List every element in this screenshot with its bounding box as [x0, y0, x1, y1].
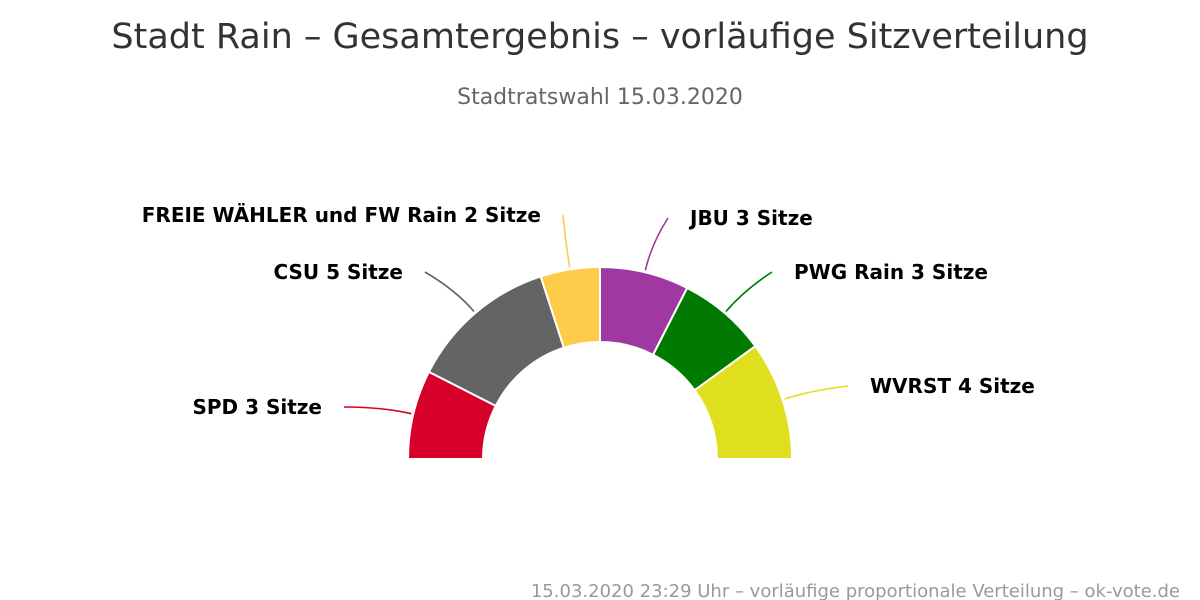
label-2: CSU 5 Sitze: [273, 260, 403, 284]
connector-1: [343, 406, 412, 415]
label-1: SPD 3 Sitze: [192, 395, 322, 419]
connector-2: [424, 271, 475, 312]
chart-title: Stadt Rain – Gesamtergebnis – vorläufige…: [111, 17, 1088, 57]
label-3: FREIE WÄHLER und FW Rain 2 Sitze: [142, 203, 541, 227]
slices-group: [407, 266, 793, 460]
connector-6: [784, 385, 849, 400]
connector-4: [644, 217, 669, 271]
labels-group: SPD 3 Sitze CSU 5 Sitze FREIE WÄHLER und F…: [142, 203, 1035, 419]
label-6: WVRST 4 Sitze: [870, 374, 1035, 398]
connectors-group: [343, 214, 849, 415]
connector-3: [562, 214, 571, 268]
connector-5: [725, 271, 773, 312]
label-4: JBU 3 Sitze: [688, 206, 813, 230]
chart-subtitle: Stadtratswahl 15.03.2020: [457, 85, 743, 110]
slice-6[interactable]: [693, 345, 793, 460]
label-5: PWG Rain 3 Sitze: [794, 260, 988, 284]
credits[interactable]: 15.03.2020 23:29 Uhr – vorläufige propor…: [531, 581, 1180, 600]
